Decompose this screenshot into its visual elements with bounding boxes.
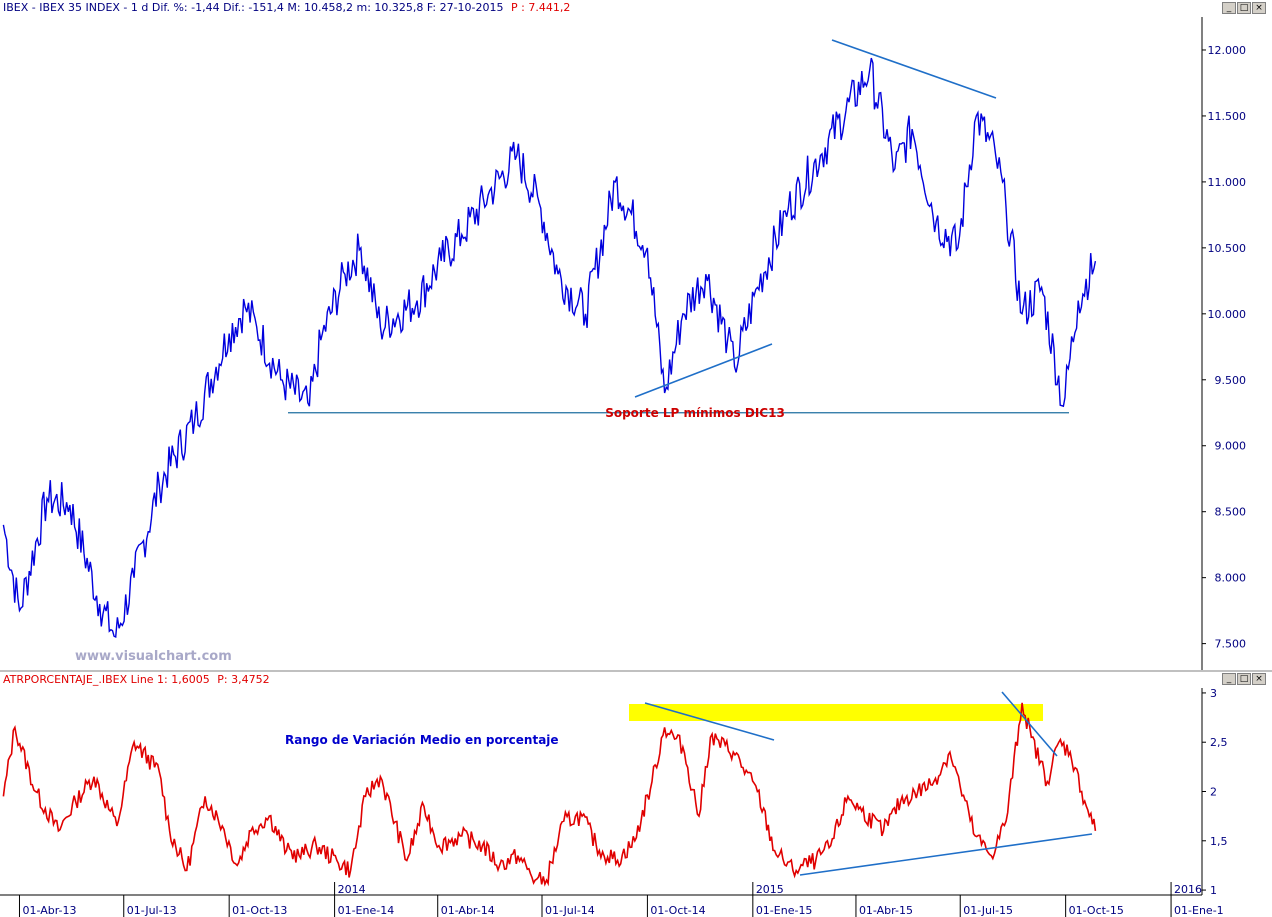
x-tick-label: 01-Jul-15	[963, 904, 1013, 917]
main-panel-header: IBEX - IBEX 35 INDEX - 1 d Dif. %: -1,44…	[3, 0, 570, 16]
minimize-button[interactable]: _	[1222, 2, 1236, 14]
sub-y-ticks: 1 1,5 2 2,5 3	[1202, 687, 1228, 897]
year-tick-label: 2016	[1174, 883, 1202, 896]
sub-y-tick-label: 1	[1210, 884, 1217, 897]
x-tick-label: 01-Ene-15	[756, 904, 813, 917]
main-y-tick-label: 8.000	[1215, 572, 1247, 585]
sub-header-value: P: 3,4752	[217, 673, 270, 686]
sub-panel-header: ATRPORCENTAJE_.IBEX Line 1: 1,6005 P: 3,…	[3, 672, 270, 688]
close-button[interactable]: ×	[1252, 2, 1266, 14]
main-header-value: P : 7.441,2	[511, 1, 571, 14]
main-header-text: IBEX - IBEX 35 INDEX - 1 d Dif. %: -1,44…	[3, 1, 504, 14]
atr-trendline-3	[799, 833, 1093, 876]
sub-maximize-button[interactable]: □	[1237, 673, 1251, 685]
year-tick-label: 2014	[338, 883, 366, 896]
x-tick-label: 01-Oct-15	[1069, 904, 1124, 917]
main-y-tick-label: 9.000	[1215, 440, 1247, 453]
x-tick-label: 01-Abr-14	[441, 904, 495, 917]
x-tick-label: 01-Abr-15	[859, 904, 913, 917]
x-tick-label: 01-Oct-14	[650, 904, 705, 917]
atr-trendline-2	[1001, 691, 1058, 757]
main-y-tick-label: 10.500	[1208, 242, 1247, 255]
x-tick-label: 01-Ene-14	[338, 904, 395, 917]
x-tick-label: 01-Jul-13	[127, 904, 177, 917]
watermark: www.visualchart.com	[75, 649, 232, 664]
atr-series-line	[2, 702, 1097, 887]
sub-header-text: ATRPORCENTAJE_.IBEX Line 1: 1,6005	[3, 673, 210, 686]
sub-close-button[interactable]: ×	[1252, 673, 1266, 685]
main-y-tick-label: 11.500	[1208, 110, 1247, 123]
sub-window-buttons: _ □ ×	[1222, 673, 1266, 685]
maximize-button[interactable]: □	[1237, 2, 1251, 14]
main-y-tick-label: 9.500	[1215, 374, 1247, 387]
main-window-buttons: _ □ ×	[1222, 2, 1266, 14]
year-tick-label: 2015	[756, 883, 784, 896]
sub-minimize-button[interactable]: _	[1222, 673, 1236, 685]
main-y-tick-label: 10.000	[1208, 308, 1247, 321]
main-y-tick-label: 12.000	[1208, 44, 1247, 57]
x-axis-ticks: 01-Abr-13 01-Jul-13 01-Oct-13 01-Ene-14 01-A…	[18, 882, 1224, 917]
main-y-ticks: 7.500 8.000 8.500 9.000 9.500 10.000 10.500 11.…	[1202, 44, 1246, 651]
atr-trendline-1	[644, 702, 775, 741]
x-tick-label: 01-Ene-1	[1174, 904, 1224, 917]
trendline-rising-lows	[634, 343, 773, 398]
support-annotation: Soporte LP mínimos DIC13	[605, 406, 785, 420]
main-y-tick-label: 8.500	[1215, 506, 1247, 519]
price-series-line	[2, 57, 1097, 639]
x-tick-label: 01-Oct-13	[232, 904, 287, 917]
main-y-tick-label: 7.500	[1215, 638, 1247, 651]
sub-y-tick-label: 2	[1210, 786, 1217, 799]
atr-highlight-band	[629, 704, 1043, 721]
sub-y-tick-label: 2,5	[1210, 736, 1228, 749]
sub-y-tick-label: 3	[1210, 687, 1217, 700]
x-tick-label: 01-Jul-14	[545, 904, 595, 917]
trendline-resistance	[831, 39, 997, 99]
sub-y-tick-label: 1,5	[1210, 835, 1228, 848]
x-tick-label: 01-Abr-13	[22, 904, 76, 917]
atr-annotation: Rango de Variación Medio en porcentaje	[285, 733, 559, 747]
main-y-tick-label: 11.000	[1208, 176, 1247, 189]
